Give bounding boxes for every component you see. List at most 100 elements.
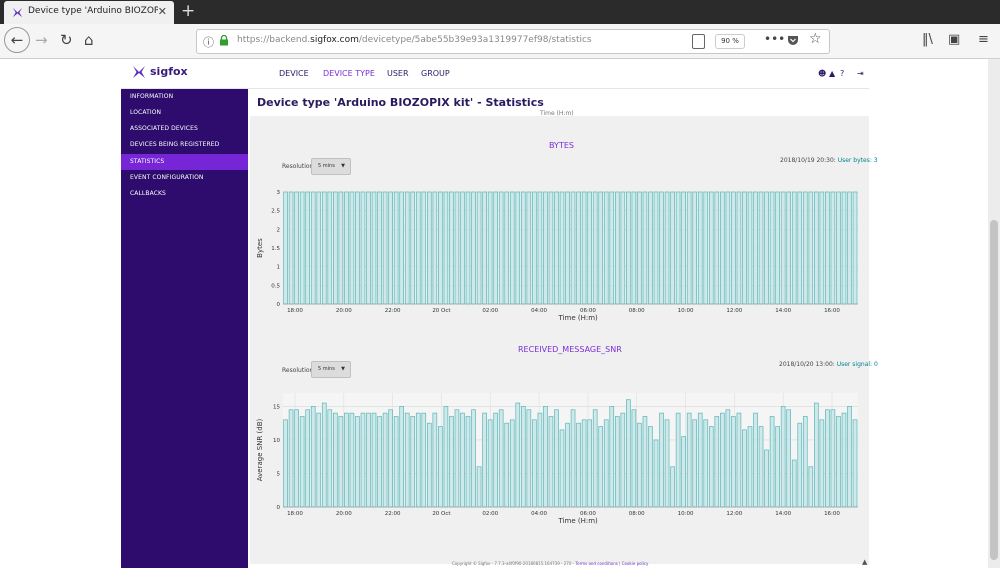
snr-resolution-select[interactable]: 5 mins ▼ <box>311 361 351 378</box>
forward-icon[interactable]: → <box>35 31 48 49</box>
snr-chart-bar <box>780 406 786 508</box>
bytes-chart-bar <box>421 191 427 305</box>
nav-device-type[interactable]: DEVICE TYPE <box>323 69 375 78</box>
bytes-chart-bar <box>438 191 443 305</box>
bytes-chart-bar <box>432 191 438 305</box>
snr-chart-x-tick-label: 06:00 <box>580 511 596 517</box>
statistics-charts: 0 0.5 1 1.5 2 2.5 3 18:00 20:00 22:00 20 Oct 02:00 0… <box>256 190 858 525</box>
bytes-chart-bar <box>675 191 681 305</box>
sidebar-item-information[interactable]: INFORMATION <box>130 93 174 100</box>
snr-chart-bar <box>836 416 841 508</box>
bytes-chart-y-tick-label: 2 <box>277 227 281 233</box>
bytes-chart-bar <box>708 191 714 305</box>
menu-icon[interactable]: ≡ <box>978 32 989 47</box>
more-actions-icon[interactable]: ••• <box>764 32 786 46</box>
bytes-chart-bar <box>703 191 709 305</box>
snr-chart-bar <box>720 412 725 508</box>
new-tab-icon[interactable]: + <box>181 1 196 21</box>
snr-chart-x-tick-label: 16:00 <box>824 511 840 517</box>
scroll-up-icon[interactable]: ▲ <box>862 558 868 566</box>
sidebar-item-statistics[interactable]: STATISTICS <box>121 154 248 170</box>
snr-chart-bar <box>686 412 692 508</box>
snr-chart-bar <box>471 409 476 508</box>
bytes-chart-bar <box>852 191 858 305</box>
sidebar-item-location[interactable]: LOCATION <box>130 109 162 116</box>
user-icon[interactable]: ☻ <box>818 69 827 78</box>
bytes-chart-bar <box>471 191 476 305</box>
sidebar-item-devices-being-registered[interactable]: DEVICES BEING REGISTERED <box>130 141 220 148</box>
bytes-chart-bar <box>570 191 576 305</box>
sigfox-favicon-icon <box>12 7 23 18</box>
url-bar[interactable]: ⓘ https://backend.sigfox.com/devicetype/… <box>196 29 830 54</box>
lock-icon[interactable] <box>219 35 229 46</box>
browser-tab[interactable]: Device type 'Arduino BIOZOPIX kit' ✕ <box>4 1 174 24</box>
snr-chart-bar <box>753 412 758 508</box>
snr-chart-bar <box>769 416 775 508</box>
reload-icon[interactable]: ↻ <box>60 31 73 49</box>
bytes-chart-bar <box>576 191 581 305</box>
snr-chart-bar <box>791 459 797 508</box>
close-tab-icon[interactable]: ✕ <box>157 5 167 18</box>
snr-chart-y-tick-label: 0 <box>277 505 281 511</box>
reader-view-icon[interactable] <box>692 34 705 49</box>
snr-chart-bar <box>393 416 399 508</box>
bytes-chart-x-tick-label: 10:00 <box>678 308 694 314</box>
bytes-chart-x-tick-label: 02:00 <box>482 308 498 314</box>
snr-chart-bar <box>344 412 349 508</box>
snr-chart-bar <box>642 416 648 508</box>
snr-chart-bar <box>587 419 592 508</box>
bytes-chart-bar <box>487 191 493 305</box>
bytes-chart-bar <box>520 191 526 305</box>
browser-navbar: ← → ↻ ⌂ ⓘ https://backend.sigfox.com/dev… <box>0 24 1000 59</box>
snr-chart-bar <box>482 412 487 508</box>
logout-icon[interactable]: ⇥ <box>857 69 864 78</box>
bytes-chart-x-tick-label: 14:00 <box>775 308 791 314</box>
bytes-chart-bar <box>399 191 404 305</box>
nav-group[interactable]: GROUP <box>421 69 450 78</box>
terms-link[interactable]: Terms and conditions <box>575 561 618 566</box>
pocket-icon[interactable] <box>787 35 799 46</box>
snr-chart-bar <box>659 412 664 508</box>
cookie-policy-link[interactable]: Cookie policy <box>621 561 649 566</box>
bytes-chart-bar <box>327 191 333 305</box>
sidebar-item-associated-devices[interactable]: ASSOCIATED DEVICES <box>130 125 198 132</box>
zoom-level[interactable]: 90 % <box>715 34 745 49</box>
bytes-resolution-select[interactable]: 5 mins ▼ <box>311 158 351 175</box>
bytes-chart-bar <box>714 191 720 305</box>
bytes-chart-bar <box>504 191 510 305</box>
bytes-chart-bar <box>559 191 565 305</box>
snr-chart-bar <box>382 412 388 508</box>
snr-chart-bar <box>316 412 322 508</box>
bytes-chart-bar <box>825 191 830 305</box>
chevron-down-icon: ▼ <box>341 163 345 169</box>
snr-chart-y-tick-label: 5 <box>277 471 281 477</box>
url-text[interactable]: https://backend.sigfox.com/devicetype/5a… <box>237 35 592 45</box>
nav-user[interactable]: USER <box>387 69 409 78</box>
bytes-chart-bar <box>554 191 559 305</box>
scrollbar-thumb[interactable] <box>990 220 998 560</box>
bytes-chart-bar <box>626 191 631 305</box>
snr-chart-bar <box>609 406 615 508</box>
snr-chart-bar <box>465 416 471 508</box>
back-icon[interactable]: ← <box>4 27 30 53</box>
sidebar-item-event-configuration[interactable]: EVENT CONFIGURATION <box>130 174 204 181</box>
library-icon[interactable]: ‖\ <box>922 32 933 47</box>
snr-chart-bar <box>653 439 659 508</box>
warning-icon[interactable]: ▲ <box>829 69 836 78</box>
info-icon[interactable]: ⓘ <box>203 36 214 49</box>
bytes-chart-bar <box>548 191 554 305</box>
sidebar-item-callbacks[interactable]: CALLBACKS <box>130 190 166 197</box>
bookmark-star-icon[interactable]: ☆ <box>809 31 822 47</box>
home-icon[interactable]: ⌂ <box>84 31 94 49</box>
footer-separator: | <box>617 561 622 566</box>
snr-chart-bar <box>648 426 653 508</box>
help-icon[interactable]: ? <box>840 69 845 78</box>
page-title: Device type 'Arduino BIOZOPIX kit' - Sta… <box>257 96 544 109</box>
snr-chart-bar <box>758 426 764 508</box>
sidebar-toggle-icon[interactable]: ▣ <box>948 32 961 47</box>
nav-device[interactable]: DEVICE <box>279 69 309 78</box>
bytes-chart-y-axis-label: Bytes <box>256 238 264 258</box>
snr-chart-x-tick-label: 20 Oct <box>432 511 451 517</box>
bytes-chart-bar <box>449 191 454 305</box>
bytes-chart-x-axis-label: Time (H:m) <box>558 314 599 322</box>
